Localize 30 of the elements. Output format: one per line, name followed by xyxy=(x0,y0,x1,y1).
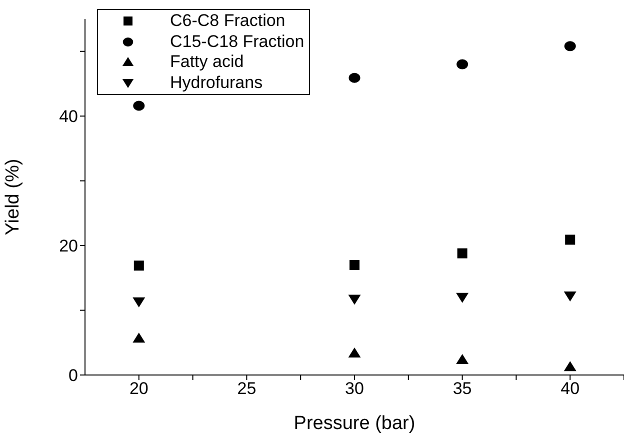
point xyxy=(456,292,469,303)
legend-label: Hydrofurans xyxy=(170,72,263,93)
point xyxy=(456,59,468,70)
point xyxy=(456,354,469,364)
x-tick-label: 20 xyxy=(129,379,148,398)
point xyxy=(457,248,468,258)
point xyxy=(132,297,146,308)
x-tick-label: 40 xyxy=(560,379,580,398)
y-tick-label: 20 xyxy=(59,236,78,256)
x-axis-title: Pressure (bar) xyxy=(294,413,416,434)
legend-label: C6-C8 Fraction xyxy=(170,11,286,32)
y-tick-label: 0 xyxy=(68,366,78,386)
x-tick-label: 35 xyxy=(452,379,472,398)
x-tick-label: 30 xyxy=(345,379,364,398)
point xyxy=(132,332,146,343)
point xyxy=(564,41,576,52)
point xyxy=(564,292,576,302)
point xyxy=(348,294,361,305)
point xyxy=(348,347,361,358)
point xyxy=(134,260,144,271)
point xyxy=(565,234,576,245)
y-tick-label: 40 xyxy=(59,107,78,126)
point xyxy=(350,260,360,270)
legend-label: Fatty acid xyxy=(170,52,244,72)
point xyxy=(133,100,145,111)
x-tick-label: 25 xyxy=(237,379,256,398)
legend-label: C15-C18 Fraction xyxy=(170,32,304,52)
point xyxy=(564,361,576,372)
y-axis-title: Yield (%) xyxy=(2,158,24,236)
point xyxy=(348,72,360,83)
